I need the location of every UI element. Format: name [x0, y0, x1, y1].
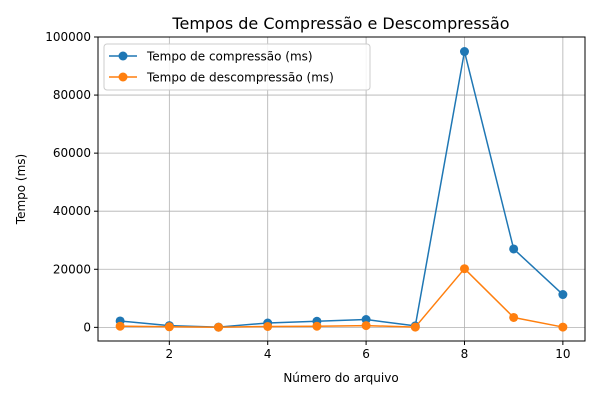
chart-title: Tempos de Compressão e Descompressão	[171, 14, 509, 33]
plot-area-frame	[97, 36, 586, 342]
legend-marker	[118, 72, 128, 82]
y-tick-label: 60000	[53, 146, 91, 160]
y-tick-label: 20000	[53, 262, 91, 276]
data-point	[312, 321, 322, 331]
data-point	[214, 322, 224, 332]
legend-label: Tempo de compressão (ms)	[146, 50, 313, 64]
y-axis-label: Tempo (ms)	[14, 154, 28, 225]
legend-box	[103, 43, 371, 91]
data-point	[558, 290, 568, 300]
data-point	[459, 47, 469, 57]
series-2	[115, 264, 568, 332]
data-point	[509, 312, 519, 322]
x-axis-label: Número do arquivo	[283, 371, 398, 385]
data-point	[361, 321, 371, 331]
x-tick-label: 4	[264, 347, 272, 361]
series	[115, 47, 568, 332]
data-point	[509, 244, 519, 254]
data-point	[459, 264, 469, 274]
data-point	[410, 322, 420, 332]
axis-ticks: 2 4 6 8 10 0 20000 40000 60000 80000 100000	[45, 30, 570, 361]
series-line	[120, 267, 564, 328]
legend-marker	[118, 51, 128, 61]
data-point	[558, 322, 568, 332]
legend-label: Tempo de descompressão (ms)	[146, 71, 334, 85]
y-tick-label: 0	[83, 320, 91, 334]
data-point	[164, 322, 174, 332]
legend: Tempo de compressão (ms) Tempo de descomp…	[103, 43, 371, 91]
x-tick-label: 2	[166, 347, 174, 361]
y-tick-label: 100000	[45, 30, 91, 44]
x-tick-label: 6	[362, 347, 370, 361]
data-point	[263, 321, 273, 331]
data-point	[115, 321, 125, 331]
x-tick-label: 8	[461, 347, 469, 361]
y-tick-label: 40000	[53, 204, 91, 218]
y-tick-label: 80000	[53, 88, 91, 102]
x-tick-label: 10	[555, 347, 570, 361]
